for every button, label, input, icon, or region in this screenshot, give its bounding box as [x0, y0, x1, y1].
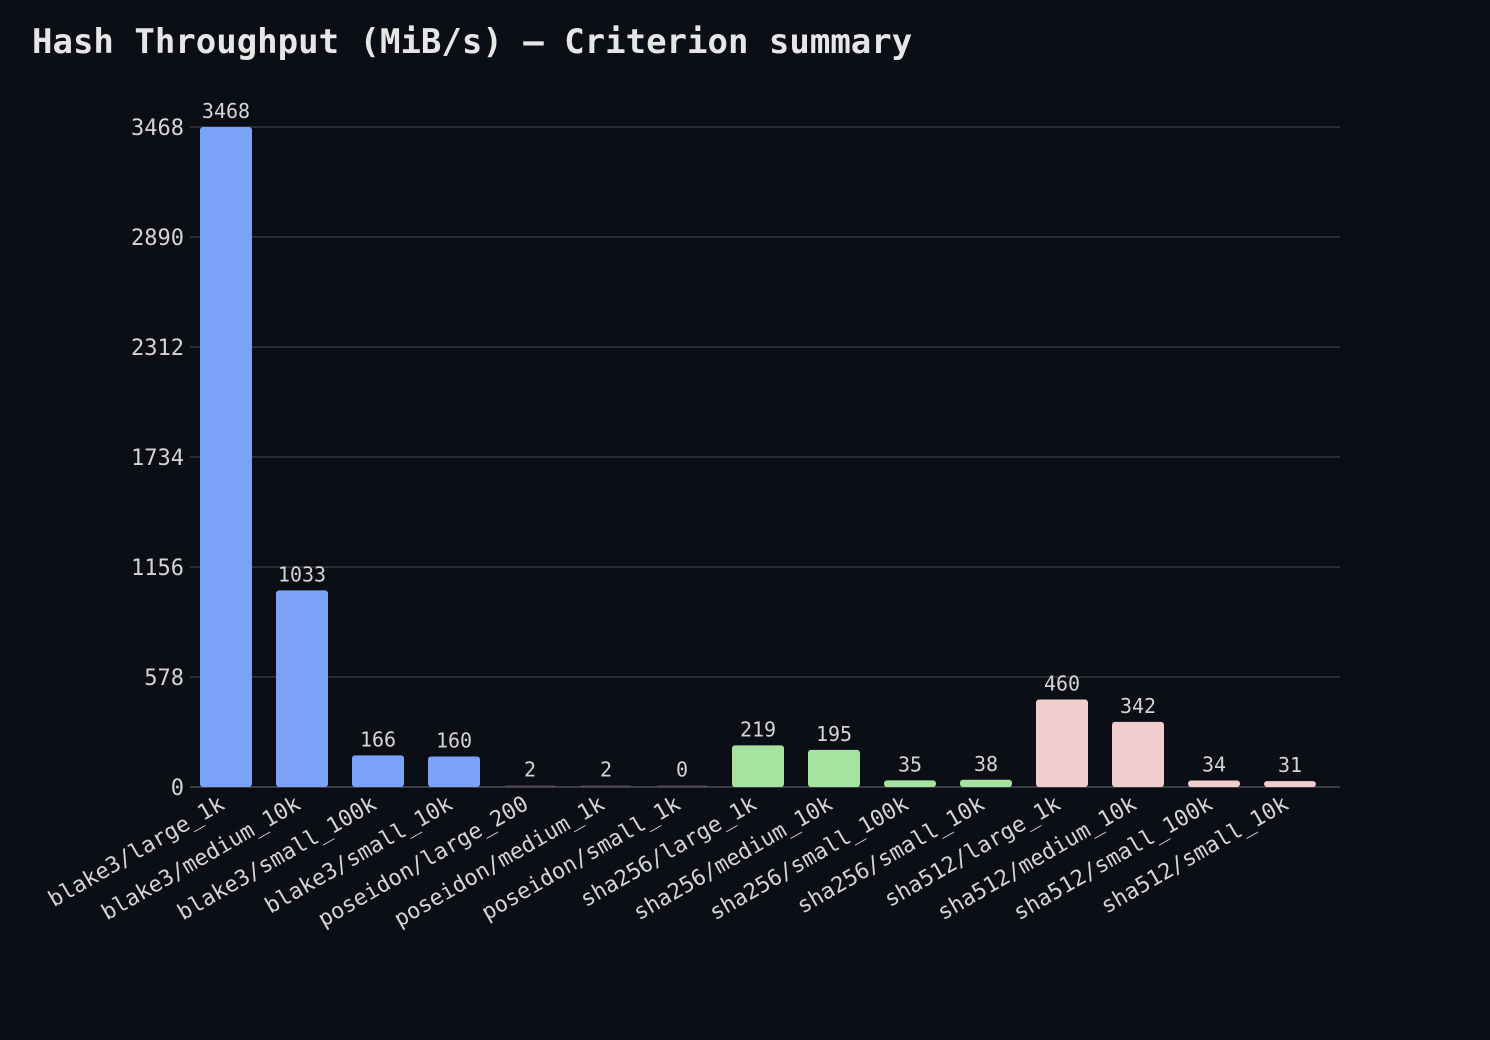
data-label: 219: [740, 717, 776, 741]
bar: [504, 785, 556, 787]
data-label: 160: [436, 729, 472, 753]
y-tick-label: 3468: [131, 116, 184, 141]
bar: [656, 785, 708, 787]
bar: [1264, 781, 1316, 787]
data-label: 166: [360, 727, 396, 751]
data-label: 460: [1044, 671, 1080, 695]
data-label: 2: [600, 758, 612, 782]
data-label: 38: [974, 752, 998, 776]
y-tick-label: 1156: [131, 556, 184, 581]
bar: [1036, 699, 1088, 787]
data-label: 1033: [278, 562, 326, 586]
bar: [276, 590, 328, 787]
data-label: 195: [816, 722, 852, 746]
data-label: 342: [1120, 694, 1156, 718]
bar: [960, 779, 1012, 787]
bar: [1188, 780, 1240, 787]
data-label: 34: [1202, 753, 1226, 777]
data-label: 31: [1278, 753, 1302, 777]
bar: [808, 749, 860, 787]
data-label: 2: [524, 758, 536, 782]
data-label: 3468: [202, 99, 250, 123]
y-tick-label: 2312: [131, 336, 184, 361]
bar: [352, 755, 404, 787]
chart-title: Hash Throughput (MiB/s) — Criterion summ…: [32, 22, 913, 62]
data-label: 0: [676, 758, 688, 782]
bar: [1112, 721, 1164, 787]
bar: [732, 745, 784, 787]
y-tick-label: 0: [171, 776, 184, 801]
y-tick-label: 578: [144, 666, 184, 691]
bar: [884, 780, 936, 787]
bar: [580, 785, 632, 787]
bar: [428, 756, 480, 787]
y-tick-label: 2890: [131, 226, 184, 251]
y-tick-label: 1734: [131, 446, 184, 471]
bar: [200, 127, 252, 787]
data-label: 35: [898, 752, 922, 776]
